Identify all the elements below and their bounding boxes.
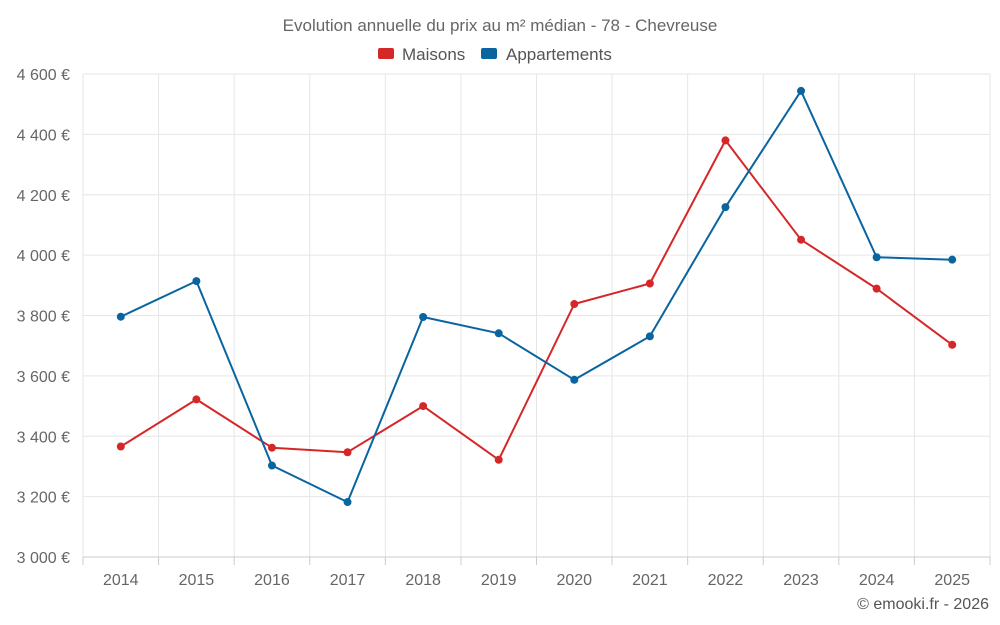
data-point-appartements-2017[interactable] — [343, 498, 352, 507]
y-tick-label: 3 400 € — [17, 429, 70, 446]
legend-swatch-maisons — [378, 48, 394, 59]
y-tick-label: 4 600 € — [17, 67, 70, 84]
data-point-appartements-2019[interactable] — [494, 329, 503, 338]
x-tick-label: 2023 — [783, 572, 819, 589]
series-line-appartements — [120, 89, 953, 504]
x-tick-label: 2021 — [632, 572, 668, 589]
data-point-appartements-2023[interactable] — [797, 86, 806, 95]
data-point-appartements-2014[interactable] — [116, 312, 125, 321]
y-tick-label: 3 000 € — [17, 550, 70, 567]
x-tick-label: 2015 — [179, 572, 215, 589]
x-tick-label: 2022 — [708, 572, 744, 589]
data-point-maisons-2016[interactable] — [267, 443, 276, 452]
y-tick-label: 4 000 € — [17, 248, 70, 265]
y-tick-label: 3 600 € — [17, 369, 70, 386]
data-point-maisons-2015[interactable] — [192, 395, 201, 404]
y-tick-label: 4 400 € — [17, 127, 70, 144]
data-point-appartements-2021[interactable] — [645, 332, 654, 341]
data-point-maisons-2018[interactable] — [419, 402, 428, 411]
data-point-maisons-2017[interactable] — [343, 448, 352, 457]
x-tick-label: 2025 — [934, 572, 970, 589]
data-point-maisons-2019[interactable] — [494, 455, 503, 464]
legend-label-appartements[interactable]: Appartements — [506, 45, 612, 64]
chart-title: Evolution annuelle du prix au m² médian … — [283, 16, 718, 35]
series-line-maisons — [120, 139, 953, 461]
data-point-maisons-2022[interactable] — [721, 136, 730, 145]
data-point-maisons-2020[interactable] — [570, 300, 579, 309]
y-tick-label: 4 200 € — [17, 188, 70, 205]
y-axis: 3 000 € 3 200 € 3 400 € 3 600 € 3 800 € 4 000… — [17, 67, 70, 567]
credit: © emooki.fr - 2026 — [857, 596, 989, 613]
data-point-appartements-2016[interactable] — [267, 461, 276, 470]
data-point-appartements-2018[interactable] — [419, 313, 428, 322]
y-tick-label: 3 800 € — [17, 309, 70, 326]
data-point-appartements-2025[interactable] — [948, 255, 957, 264]
data-point-maisons-2014[interactable] — [116, 442, 125, 451]
data-point-maisons-2024[interactable] — [872, 284, 881, 293]
data-point-appartements-2020[interactable] — [570, 375, 579, 384]
data-point-maisons-2023[interactable] — [797, 235, 806, 244]
series-group — [116, 86, 957, 507]
x-tick-label: 2024 — [859, 572, 895, 589]
legend: Maisons Appartements — [378, 45, 612, 64]
legend-swatch-appartements — [481, 48, 497, 59]
y-tick-label: 3 200 € — [17, 490, 70, 507]
data-point-maisons-2025[interactable] — [948, 340, 957, 349]
data-point-maisons-2021[interactable] — [645, 279, 654, 288]
x-tick-label: 2019 — [481, 572, 517, 589]
x-tick-label: 2016 — [254, 572, 290, 589]
data-point-appartements-2015[interactable] — [192, 277, 201, 286]
data-point-appartements-2024[interactable] — [872, 253, 881, 262]
grid — [82, 73, 991, 557]
x-tick-label: 2020 — [556, 572, 592, 589]
data-point-appartements-2022[interactable] — [721, 203, 730, 212]
legend-label-maisons[interactable]: Maisons — [402, 45, 465, 64]
x-tick-label: 2014 — [103, 572, 139, 589]
x-tick-label: 2017 — [330, 572, 366, 589]
x-tick-label: 2018 — [405, 572, 441, 589]
x-axis: 2014 2015 2016 2017 2018 2019 2020 2021 2022 2023… — [82, 556, 991, 589]
